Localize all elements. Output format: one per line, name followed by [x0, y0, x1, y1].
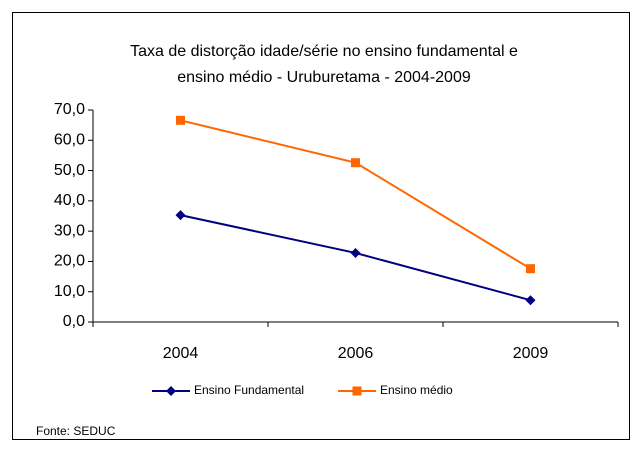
x-tick-label: 2009 [513, 345, 549, 362]
y-tick-label: 70,0 [54, 101, 85, 118]
y-tick-label: 30,0 [54, 222, 85, 239]
data-point [351, 158, 360, 168]
y-tick-label: 10,0 [54, 283, 85, 300]
y-tick-label: 60,0 [54, 132, 85, 149]
y-tick-label: 20,0 [54, 253, 85, 270]
legend-marker [352, 386, 362, 396]
source-note: Fonte: SEDUC [36, 424, 116, 438]
chart-title: Taxa de distorção idade/série no ensino … [130, 43, 518, 60]
legend-label: Ensino Fundamental [194, 383, 304, 397]
data-point [350, 247, 361, 258]
data-point [175, 210, 186, 221]
legend-marker [166, 386, 176, 396]
y-tick-label: 0,0 [63, 313, 85, 330]
x-tick-label: 2004 [163, 345, 199, 362]
y-tick-label: 50,0 [54, 162, 85, 179]
x-tick-label: 2006 [338, 345, 374, 362]
legend-label: Ensino médio [380, 383, 453, 397]
data-point [525, 295, 536, 306]
data-point [176, 115, 185, 125]
chart-frame [12, 12, 630, 440]
data-point [526, 264, 535, 274]
chart-title: ensino médio - Uruburetama - 2004-2009 [177, 69, 471, 86]
y-tick-label: 40,0 [54, 192, 85, 209]
